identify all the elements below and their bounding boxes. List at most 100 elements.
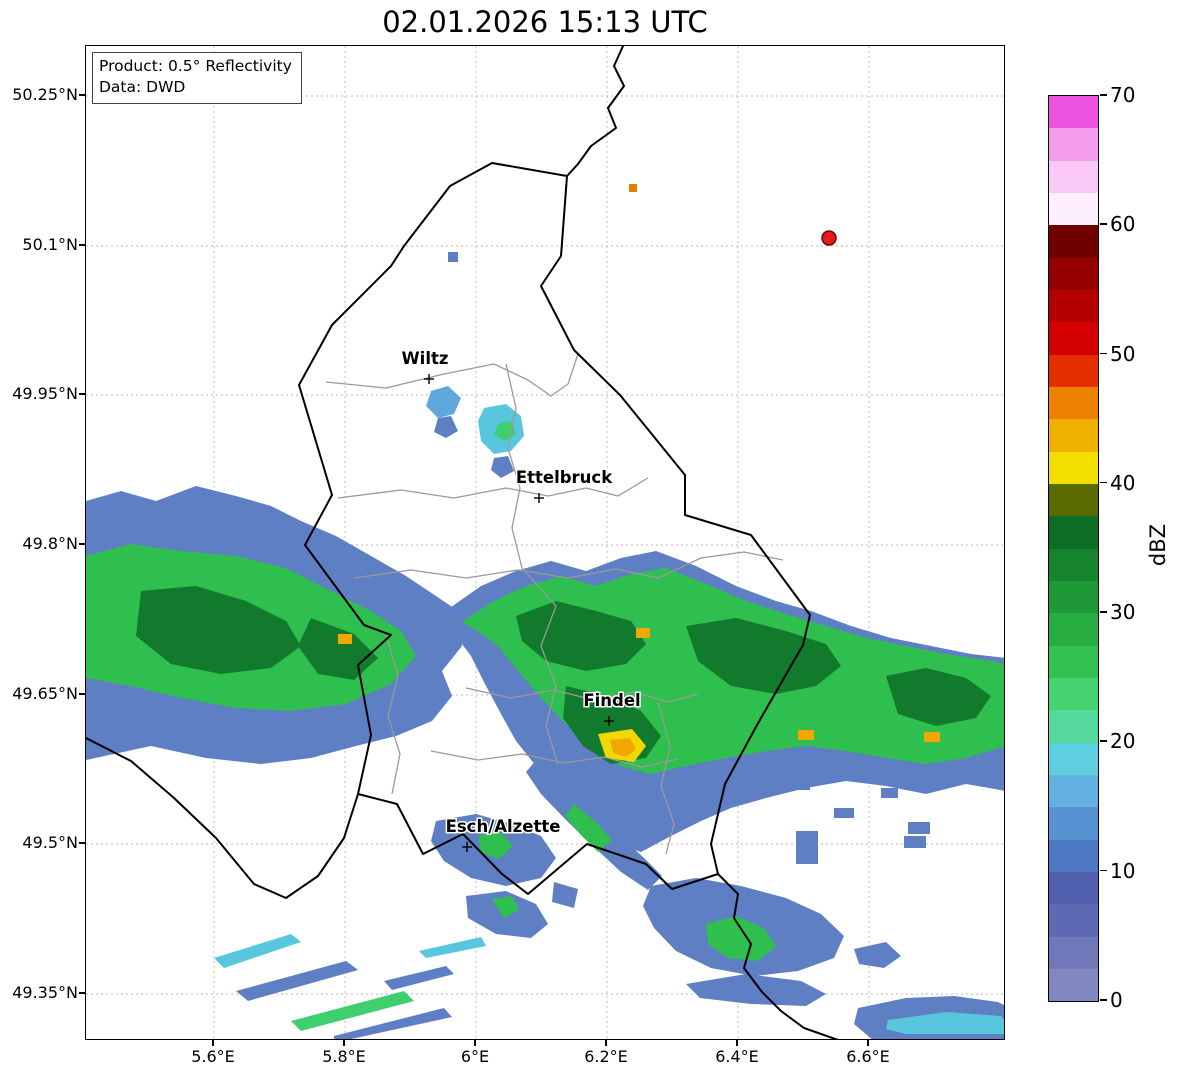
country-border <box>566 46 625 177</box>
precip-findel-orange <box>610 738 636 757</box>
precip-rm-speck-2 <box>834 808 854 818</box>
district-border <box>505 363 523 569</box>
precip-west-band-darkgreen-1 <box>136 586 301 674</box>
colorbar-tick-mark <box>1100 999 1107 1001</box>
figure-title: 02.01.2026 15:13 UTC <box>382 5 708 39</box>
lat-tick-mark <box>79 244 85 246</box>
product-line: Product: 0.5° Reflectivity <box>99 57 292 75</box>
colorbar-segment <box>1049 580 1098 614</box>
colorbar-segment <box>1049 96 1098 129</box>
precip-west-band-orange-speck <box>338 634 352 644</box>
precip-east-band-darkgreen-2 <box>686 618 841 694</box>
colorbar-segment <box>1049 677 1098 711</box>
precip-sw-streak-1 <box>214 934 301 968</box>
precip-sw-streak-5 <box>384 966 454 990</box>
lat-tick-label: 49.95°N <box>12 384 78 403</box>
precip-se-streak-blue <box>686 974 826 1006</box>
colorbar-segment <box>1049 160 1098 193</box>
lon-tick-label: 6.4°E <box>715 1047 759 1066</box>
colorbar-tick-label: 60 <box>1110 212 1136 237</box>
colorbar-segment <box>1049 289 1098 323</box>
colorbar-segment <box>1049 645 1098 678</box>
colorbar-segment <box>1049 936 1098 969</box>
lat-tick-label: 49.35°N <box>12 983 78 1002</box>
lat-tick-mark <box>79 543 85 545</box>
precip-wiltz-speck <box>448 252 458 262</box>
colorbar-segment <box>1049 257 1098 290</box>
precip-east-band-darkgreen-3 <box>886 668 991 726</box>
city-label: Wiltz <box>401 349 448 368</box>
colorbar-segment <box>1049 128 1098 161</box>
district-border <box>325 353 579 397</box>
colorbar-segment <box>1049 807 1098 840</box>
country-border <box>86 737 359 899</box>
district-border <box>465 687 699 703</box>
precip-br-arc-cyan <box>886 1012 1004 1034</box>
precip-rm-speck-1 <box>786 778 810 790</box>
colorbar-tick-mark <box>1100 869 1107 872</box>
precip-rm-patch <box>796 831 818 864</box>
precip-rm-speck-5 <box>904 836 926 848</box>
precip-sw-streak-2 <box>236 961 358 1001</box>
precip-se-cluster-green <box>706 916 776 961</box>
colorbar-segment <box>1049 613 1098 646</box>
colorbar-segment <box>1049 548 1098 581</box>
colorbar-segment <box>1049 516 1098 549</box>
colorbar-tick-label: 50 <box>1110 341 1136 366</box>
precip-north-orange-speck <box>629 184 637 192</box>
colorbar-tick-label: 70 <box>1110 83 1136 107</box>
lon-tick-label: 6.2°E <box>584 1047 628 1066</box>
product-info-box: Product: 0.5° Reflectivity Data: DWD <box>92 52 302 104</box>
precip-wiltz-patch-1 <box>426 386 461 418</box>
district-border <box>385 633 401 795</box>
district-border <box>521 567 559 765</box>
lon-tick-mark <box>736 1040 738 1046</box>
city-label: Esch/Alzette <box>446 817 561 836</box>
district-border <box>430 750 679 768</box>
radar-location-dot <box>821 230 837 246</box>
colorbar-segment <box>1049 322 1098 355</box>
lon-tick-mark <box>474 1040 476 1046</box>
colorbar-segment <box>1049 354 1098 387</box>
precip-esch-green-1 <box>478 832 513 859</box>
lat-tick-mark <box>79 992 85 994</box>
precip-east-orange-speck-1 <box>636 628 650 638</box>
lon-tick-mark <box>867 1040 869 1046</box>
colorbar-segment <box>1049 839 1098 872</box>
colorbar-tick-mark <box>1100 94 1107 96</box>
precip-rm-speck-3 <box>881 788 898 798</box>
colorbar-segment <box>1049 386 1098 420</box>
district-border <box>657 701 675 855</box>
lat-tick-mark <box>79 393 85 395</box>
precip-se-small-blue <box>854 942 901 968</box>
colorbar-tick-label: 30 <box>1110 600 1136 625</box>
colorbar-segment <box>1049 710 1098 743</box>
lat-tick-mark <box>79 842 85 844</box>
precip-esch-green-2 <box>492 896 519 918</box>
colorbar <box>1048 95 1099 1002</box>
precip-sw-streak-4 <box>334 1008 452 1039</box>
country-border <box>717 873 839 1039</box>
colorbar-tick-mark <box>1100 740 1107 743</box>
precip-east-orange-speck-3 <box>924 732 940 742</box>
colorbar-segment <box>1049 192 1098 226</box>
colorbar-unit-label: dBZ <box>1146 523 1170 567</box>
lon-tick-mark <box>343 1040 345 1046</box>
city-label: Findel <box>583 691 640 710</box>
map-plot: Wiltz Ettelbruck Findel Esch/Alzette Produc… <box>85 45 1005 1040</box>
lat-tick-mark <box>79 693 85 695</box>
colorbar-segment <box>1049 225 1098 258</box>
colorbar-segment <box>1049 774 1098 808</box>
lon-tick-label: 6.6°E <box>846 1047 890 1066</box>
colorbar-segment <box>1049 871 1098 905</box>
precip-wiltz-patch-2 <box>434 416 458 438</box>
precip-rm-speck-4 <box>908 822 930 834</box>
colorbar-tick-label: 20 <box>1110 729 1136 754</box>
precip-east-orange-speck-2 <box>798 730 814 740</box>
lat-tick-label: 49.8°N <box>22 534 78 553</box>
colorbar-tick-label: 40 <box>1110 470 1136 495</box>
colorbar-segment <box>1049 483 1098 517</box>
colorbar-segments <box>1049 96 1098 1002</box>
colorbar-tick-label: 0 <box>1110 988 1123 1012</box>
